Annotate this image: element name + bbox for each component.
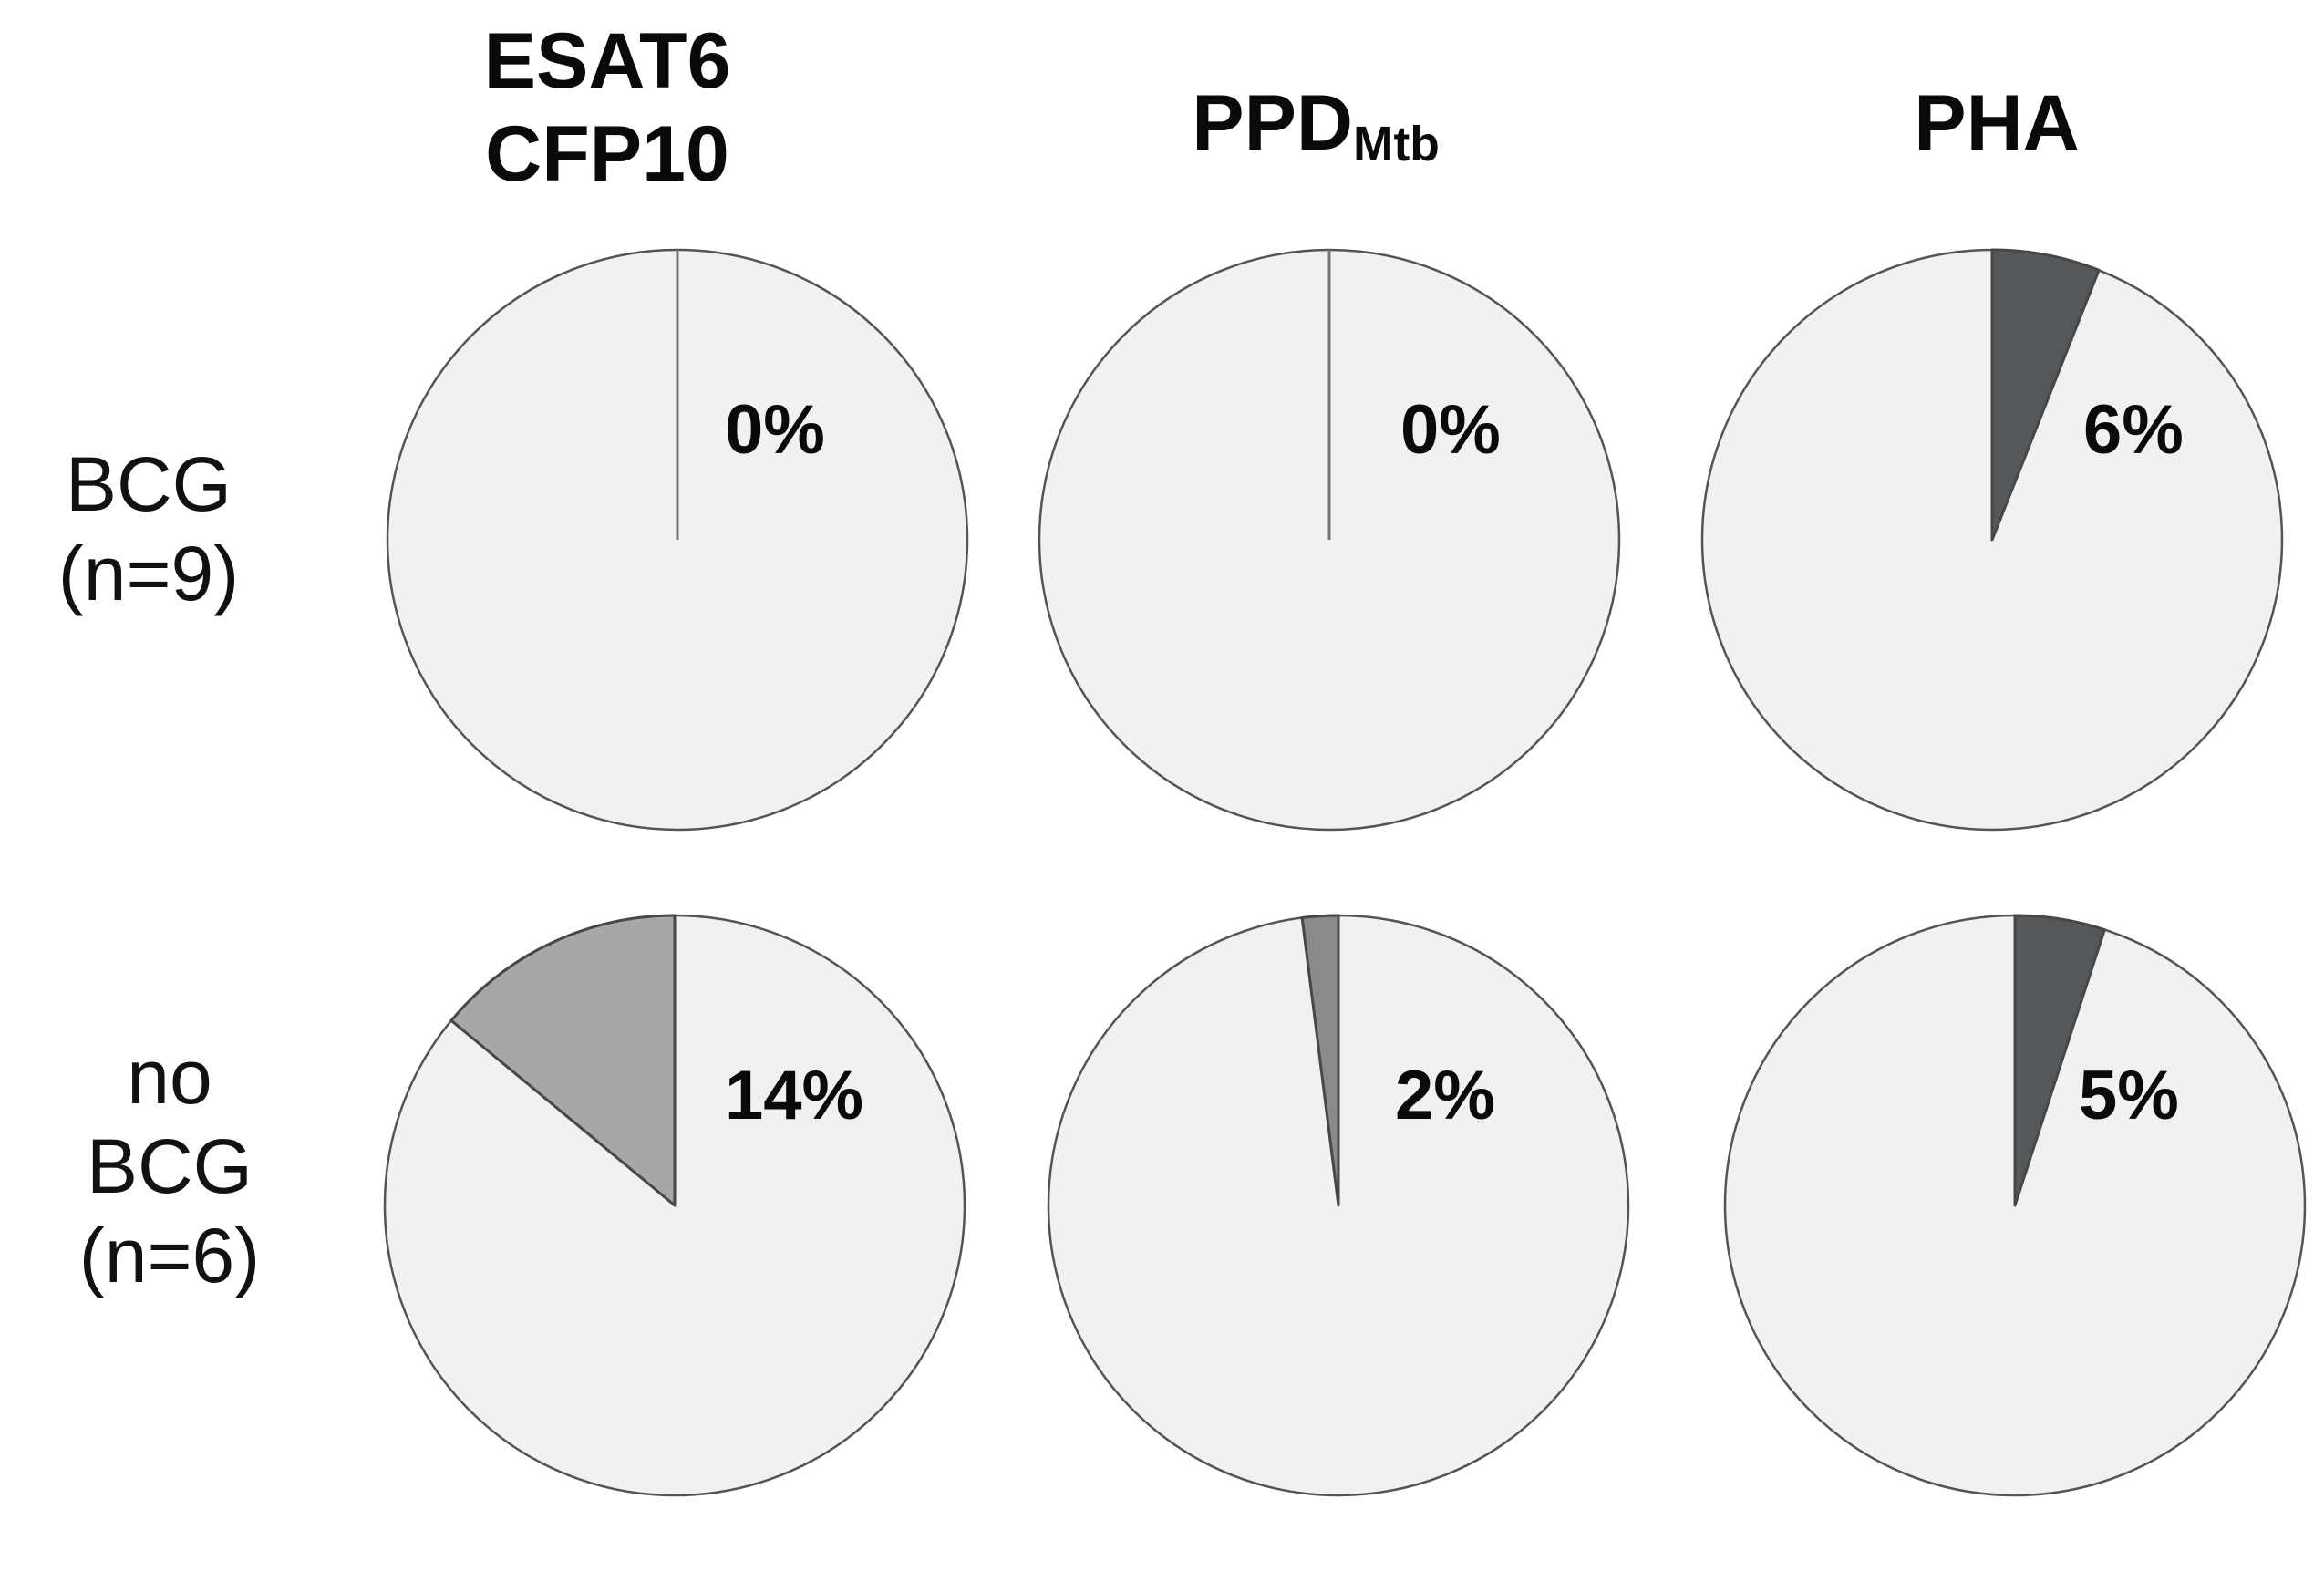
pie-percentage-label: 2% [1395, 1057, 1495, 1134]
pie-slice [2013, 914, 2106, 1207]
pie-slice [1300, 914, 1340, 1207]
pie-percentage-label: 0% [1400, 391, 1501, 469]
row-label-no-bcg: no BCG (n=6) [79, 1032, 260, 1300]
pie-nobcg-pha: 5% [1714, 905, 2316, 1506]
column-header-esat6-cfp10: ESAT6 CFP10 [484, 15, 731, 201]
row-label-line: BCG [65, 441, 232, 527]
pie-slice [1990, 248, 2101, 542]
row-label-line: (n=6) [78, 1213, 261, 1298]
column-header-line: CFP10 [485, 110, 729, 198]
pie-bcg-ppd-mtb: 0% [1028, 239, 1630, 841]
pie-percentage-label: 14% [725, 1057, 864, 1134]
row-label-bcg: BCG (n=9) [58, 439, 239, 618]
ppd-base-text: PPD [1192, 79, 1354, 167]
pie-bcg-pha: 6% [1691, 239, 2293, 841]
row-label-line: (n=9) [57, 531, 240, 616]
pie-svg [383, 914, 966, 1497]
pie-svg [1700, 248, 2284, 832]
column-header-ppd-mtb: PPDMtb [1192, 77, 1440, 181]
row-label-line: no [127, 1034, 212, 1120]
pie-percentage-label: 0% [725, 391, 825, 469]
pie-slice [449, 914, 677, 1207]
pie-nobcg-esat6-cfp10: 14% [374, 905, 976, 1506]
pie-nobcg-ppd-mtb: 2% [1038, 905, 1639, 1506]
pie-svg [1038, 248, 1621, 832]
column-header-pha: PHA [1914, 79, 2080, 167]
ppd-subscript-mtb: Mtb [1353, 117, 1440, 171]
pie-svg [1047, 914, 1630, 1497]
pie-svg [386, 248, 969, 832]
pie-svg [1723, 914, 2307, 1497]
pie-percentage-label: 5% [2079, 1057, 2179, 1134]
row-label-line: BCG [86, 1123, 253, 1209]
column-header-line: ESAT6 [483, 17, 731, 105]
pie-percentage-label: 6% [2083, 391, 2184, 469]
pie-bcg-esat6-cfp10: 0% [377, 239, 978, 841]
